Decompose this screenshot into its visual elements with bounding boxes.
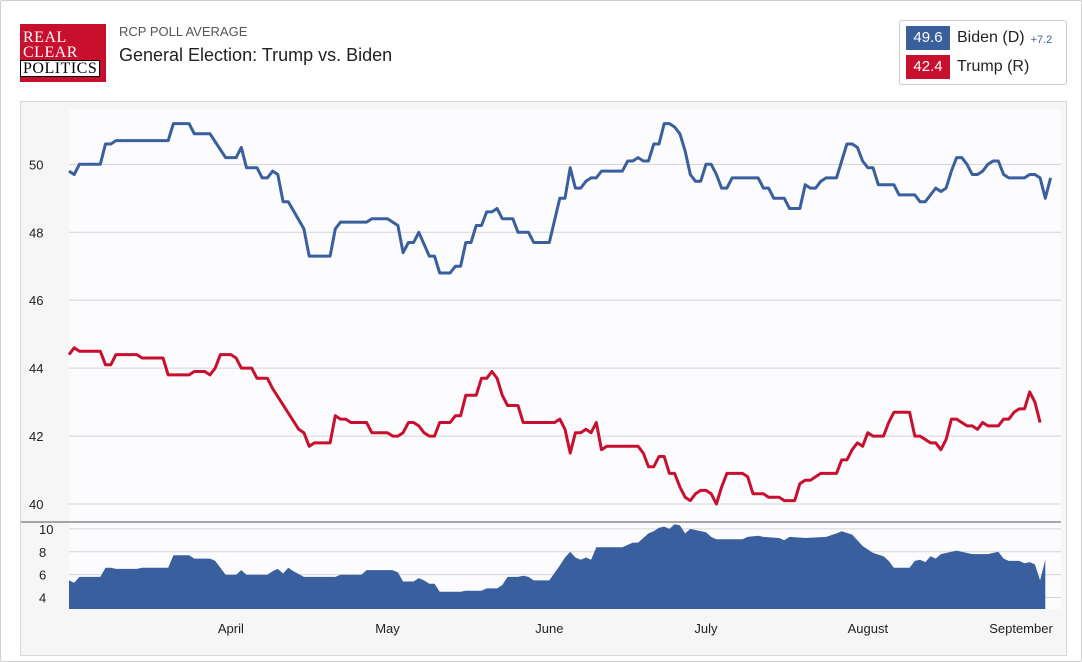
y-tick-label: 48 xyxy=(29,225,43,240)
chart-panel: 40 42 44 46 48 50 4 6 8 10 April May June July August S… xyxy=(20,101,1067,656)
biden-value-badge: 49.6 xyxy=(906,26,950,50)
x-tick-label: August xyxy=(848,621,889,636)
y-tick-label: 4 xyxy=(39,591,46,606)
y-tick-label: 8 xyxy=(39,545,46,560)
biden-label: Biden (D) xyxy=(957,29,1025,46)
rcp-logo[interactable]: REAL CLEAR POLITICS xyxy=(20,24,106,82)
main-plot-area xyxy=(69,110,1061,521)
trump-label: Trump (R) xyxy=(957,58,1030,75)
logo-word-real: REAL xyxy=(23,29,67,46)
y-tick-label: 50 xyxy=(29,157,43,172)
y-tick-label: 44 xyxy=(29,361,43,376)
biden-line xyxy=(68,122,1053,275)
chart-legend: 49.6 Biden (D) +7.2 42.4 Trump (R) xyxy=(899,20,1067,85)
y-tick-label: 6 xyxy=(39,568,46,583)
chart-title: General Election: Trump vs. Biden xyxy=(119,45,393,65)
legend-item-biden[interactable]: 49.6 Biden (D) +7.2 xyxy=(906,26,1052,50)
logo-word-politics: POLITICS xyxy=(20,60,101,77)
y-tick-label: 46 xyxy=(29,293,43,308)
trump-value-badge: 42.4 xyxy=(906,55,950,79)
chart-subtitle: RCP POLL AVERAGE xyxy=(119,24,248,39)
trump-line xyxy=(67,346,1042,506)
spread-area xyxy=(69,524,1046,609)
y-tick-label: 42 xyxy=(29,429,43,444)
x-tick-label: June xyxy=(535,621,563,636)
y-tick-label: 10 xyxy=(39,522,53,537)
x-tick-label: September xyxy=(989,621,1053,636)
y-tick-label: 40 xyxy=(29,497,43,512)
spread-value: +7.2 xyxy=(1030,34,1053,46)
x-tick-label: July xyxy=(694,621,718,636)
logo-word-clear: CLEAR xyxy=(23,44,78,61)
legend-item-trump[interactable]: 42.4 Trump (R) xyxy=(906,55,1029,79)
x-tick-label: May xyxy=(375,621,400,636)
x-tick-label: April xyxy=(218,621,244,636)
